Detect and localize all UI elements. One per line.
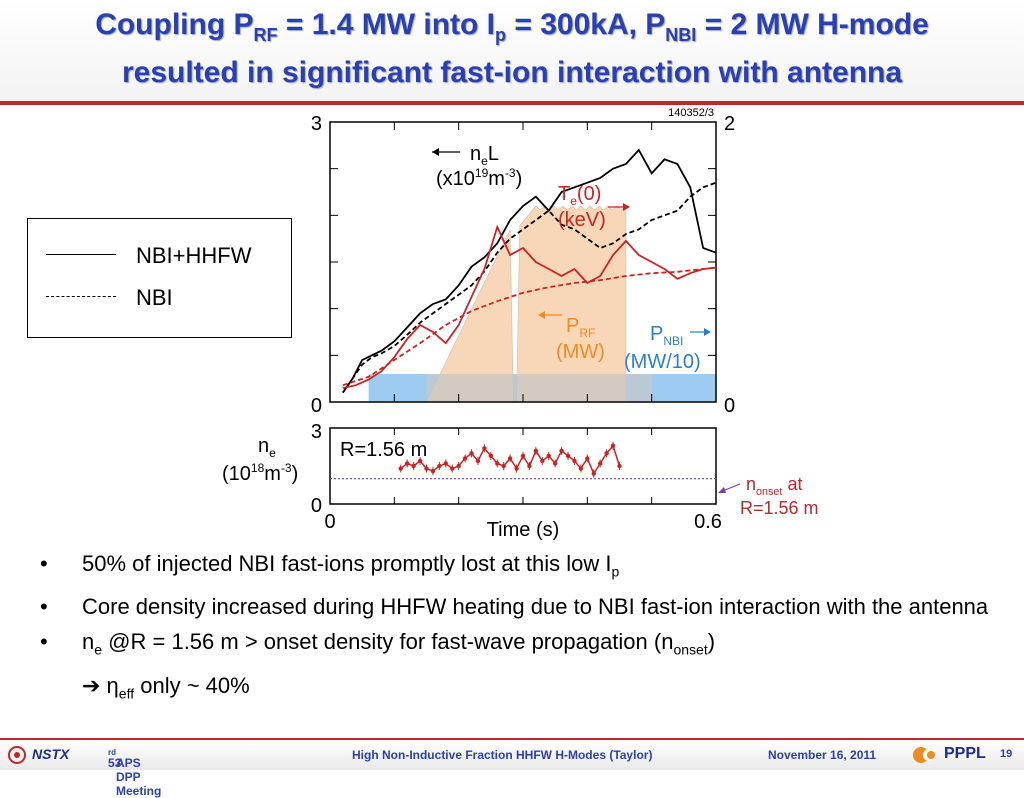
data-point [450, 466, 455, 471]
data-point [417, 458, 423, 464]
left-tick-label: 0 [311, 395, 322, 417]
pppl-logo-icon [912, 744, 942, 769]
data-point [520, 453, 526, 459]
series-line-2 [342, 181, 717, 394]
data-point [456, 463, 461, 469]
data-point [501, 463, 506, 469]
chart-legend: NBI+HHFW NBI [27, 218, 292, 338]
onset-arrowhead [718, 487, 726, 493]
data-point [507, 456, 513, 461]
data-point [546, 453, 551, 459]
data-point [405, 461, 410, 466]
data-point [610, 443, 616, 448]
shot-label: 140352/3 [668, 107, 714, 119]
data-point [495, 461, 500, 466]
prf-region [426, 205, 627, 403]
data-point [565, 453, 571, 459]
data-point [598, 461, 603, 466]
legend-label-nbi-hhfw: NBI+HHFW [136, 243, 252, 268]
bottom-yunits: (1018m-3) [222, 461, 298, 485]
ne-annotation: neL [470, 143, 499, 168]
nstx-logo-text: NSTX [32, 746, 70, 762]
data-point [604, 451, 609, 456]
ne-arrowhead [432, 148, 439, 156]
data-point [424, 466, 429, 471]
bullet-item: • ne @R = 1.56 m > onset density for fast… [40, 624, 1000, 711]
prf-annotation: PRF [566, 315, 595, 340]
legend-solid-line [46, 254, 116, 255]
pppl-logo-text: PPPL [944, 745, 986, 762]
data-point [514, 466, 519, 471]
series-line-4 [342, 266, 717, 387]
data-point [585, 456, 590, 461]
time-trace-chart: 3020140352/3neL(x1019m-3)Te(0)(keV)PRF(M… [222, 107, 819, 540]
bottom-panel-label: R=1.56 m [340, 439, 427, 461]
legend-dashed-line [46, 296, 116, 297]
te-annotation: Te(0) [558, 183, 601, 208]
te-arrowhead [623, 203, 630, 211]
x-tick-label: 0 [324, 511, 335, 533]
bullet-dot: • [40, 594, 48, 620]
prf-units: (MW) [556, 341, 605, 363]
x-tick-label: 0.6 [694, 511, 722, 533]
ne-units: (x1019m-3) [436, 166, 522, 190]
overlap-region [426, 374, 652, 402]
onset-label: nonset at [746, 474, 802, 498]
pnbi-arrowhead [704, 328, 711, 336]
left-tick-label: 3 [311, 113, 322, 135]
series-line-1 [342, 148, 717, 394]
pnbi-annotation: PNBI [650, 323, 683, 348]
onset-label-line2: R=1.56 m [740, 498, 819, 518]
bottom-tick-label: 0 [311, 495, 322, 517]
data-point [462, 456, 468, 461]
data-point [552, 461, 558, 466]
title-line-2: resulted in significant fast-ion interac… [121, 56, 903, 89]
bullet-item: • Core density increased during HHFW heat… [40, 589, 1000, 624]
bullet-list: • 50% of injected NBI fast-ions promptly … [40, 546, 1000, 711]
data-point [443, 461, 448, 466]
pnbi-units: (MW/10) [624, 351, 701, 373]
data-point [411, 463, 416, 469]
data-point [482, 446, 487, 451]
title-band [0, 0, 1024, 105]
data-point [591, 471, 596, 476]
data-point [617, 463, 622, 469]
bullet-dot: • [40, 629, 48, 655]
slide-title: Coupling PRF = 1.4 MW into Ip = 300kA, P… [0, 6, 1024, 91]
footer-talk-title: High Non-Inductive Fraction HHFW H-Modes… [352, 748, 653, 762]
bottom-tick-label: 3 [311, 421, 322, 443]
data-point [578, 466, 584, 471]
footer-date: November 16, 2011 [768, 748, 877, 762]
data-point [540, 458, 545, 464]
right-tick-label: 2 [724, 113, 735, 135]
x-axis-label: Time (s) [487, 519, 560, 540]
nstx-logo-icon [8, 746, 26, 767]
te-units: (keV) [558, 209, 606, 231]
legend-label-nbi: NBI [136, 285, 173, 310]
data-point [527, 463, 532, 469]
title-line-1: Coupling PRF = 1.4 MW into Ip = 300kA, P… [95, 8, 929, 45]
data-point [430, 468, 436, 474]
bottom-ylabel: ne [258, 435, 276, 460]
data-point [572, 458, 577, 464]
data-point [559, 448, 564, 453]
series-line-3 [342, 224, 717, 389]
bullet-dot: • [40, 551, 48, 576]
data-point [488, 453, 494, 459]
data-point [437, 463, 442, 469]
data-point [533, 448, 539, 453]
data-point [398, 466, 403, 471]
data-point [469, 451, 474, 456]
right-tick-label: 0 [724, 395, 735, 417]
data-point [475, 458, 481, 464]
prf-arrowhead [538, 311, 545, 319]
bullet-item: • 50% of injected NBI fast-ions promptly … [40, 546, 1000, 589]
page-number: 19 [1000, 748, 1013, 760]
